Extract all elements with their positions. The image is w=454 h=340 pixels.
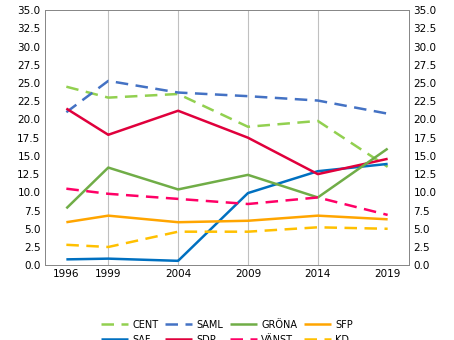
SAML <box>175 90 181 95</box>
VÄNST <box>175 197 181 201</box>
GRÖNA <box>175 187 181 191</box>
SAF <box>175 259 181 263</box>
SAML <box>315 99 321 103</box>
SFP <box>315 214 321 218</box>
Line: GRÖNA: GRÖNA <box>66 149 388 208</box>
SDP <box>175 109 181 113</box>
GRÖNA <box>245 173 251 177</box>
SAML <box>245 94 251 98</box>
SAF <box>64 257 69 261</box>
SAML <box>64 110 69 114</box>
Line: VÄNST: VÄNST <box>66 189 388 215</box>
KD <box>175 230 181 234</box>
SFP <box>64 220 69 224</box>
Line: SDP: SDP <box>66 108 388 174</box>
KD <box>105 245 111 249</box>
SAF <box>385 162 390 166</box>
SAF <box>315 169 321 173</box>
CENT <box>385 165 390 169</box>
SDP <box>385 157 390 161</box>
VÄNST <box>385 213 390 217</box>
GRÖNA <box>385 147 390 151</box>
GRÖNA <box>64 206 69 210</box>
CENT <box>175 92 181 96</box>
CENT <box>315 119 321 123</box>
VÄNST <box>105 192 111 196</box>
GRÖNA <box>315 195 321 200</box>
SDP <box>105 133 111 137</box>
SAF <box>245 191 251 195</box>
SAML <box>105 79 111 83</box>
SFP <box>245 219 251 223</box>
CENT <box>105 96 111 100</box>
SAF <box>105 257 111 261</box>
SFP <box>385 217 390 221</box>
VÄNST <box>315 195 321 200</box>
SAML <box>385 112 390 116</box>
SDP <box>245 136 251 140</box>
CENT <box>245 125 251 129</box>
VÄNST <box>245 202 251 206</box>
KD <box>245 230 251 234</box>
Line: SFP: SFP <box>66 216 388 222</box>
VÄNST <box>64 187 69 191</box>
Line: CENT: CENT <box>66 87 388 167</box>
KD <box>385 227 390 231</box>
CENT <box>64 85 69 89</box>
KD <box>64 243 69 247</box>
SFP <box>175 220 181 224</box>
Line: SAML: SAML <box>66 81 388 114</box>
Line: KD: KD <box>66 227 388 247</box>
GRÖNA <box>105 166 111 170</box>
KD <box>315 225 321 230</box>
Line: SAF: SAF <box>66 164 388 261</box>
SFP <box>105 214 111 218</box>
SDP <box>64 106 69 110</box>
Legend: CENT, SAF, SAML, SDP, GRÖNA, VÄNST, SFP, KD: CENT, SAF, SAML, SDP, GRÖNA, VÄNST, SFP,… <box>97 316 357 340</box>
SDP <box>315 172 321 176</box>
